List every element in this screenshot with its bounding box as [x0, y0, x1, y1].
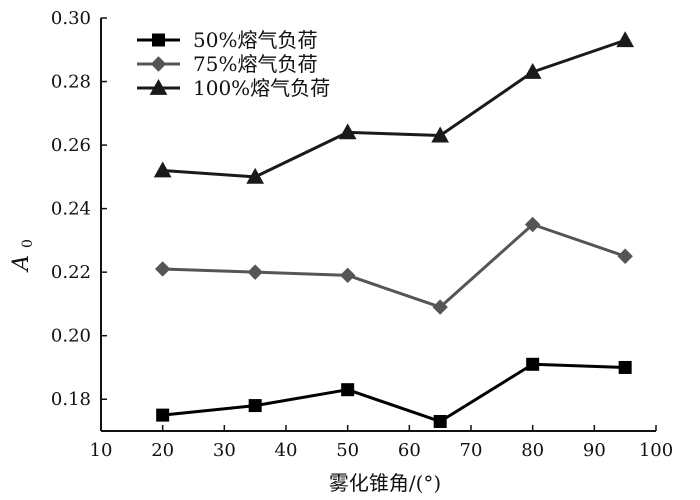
series-1-point: [433, 414, 447, 428]
x-tick-label: 60: [398, 440, 421, 461]
series-1-line: [162, 362, 626, 423]
legend-label: 100%熔气负荷: [193, 76, 330, 100]
y-tick-label: 0.24: [51, 199, 91, 220]
series-3: [153, 31, 635, 184]
x-tick-label: 90: [583, 440, 606, 461]
x-tick-label: 50: [336, 440, 359, 461]
series-3-line: [162, 38, 626, 179]
series-3-point: [523, 62, 542, 79]
legend-marker: [149, 78, 168, 95]
y-axis-ticks: 0.18 0.20 0.22 0.24 0.26 0.28 0.30: [51, 8, 107, 410]
x-axis-ticks: 10 20 30 40 50 60 70 80 90 100: [90, 425, 673, 461]
x-tick-label: 40: [275, 440, 298, 461]
x-tick-label: 80: [521, 440, 544, 461]
x-tick-label: 30: [213, 440, 236, 461]
axes: [100, 18, 656, 432]
series-2-point: [154, 261, 171, 277]
legend-item-3: 100%熔气负荷: [137, 76, 330, 100]
series-2-point: [339, 267, 356, 284]
series-3-point: [246, 167, 265, 184]
series-3-point: [338, 123, 357, 140]
legend-marker: [150, 56, 167, 72]
legend-item-1: 50%熔气负荷: [137, 28, 317, 52]
y-axis-title-subscript: 0: [20, 239, 36, 248]
x-tick-label: 70: [460, 440, 483, 461]
series-2: [154, 216, 633, 315]
series-2-point: [617, 248, 633, 264]
y-tick-label: 0.28: [51, 72, 91, 93]
legend-label: 50%熔气负荷: [193, 28, 317, 52]
series-2-point: [432, 299, 448, 315]
series-layer: [153, 31, 635, 428]
series-1-point: [156, 408, 170, 422]
series-3-point: [153, 161, 172, 178]
y-tick-label: 0.22: [51, 262, 91, 283]
legend-label: 75%熔气负荷: [193, 52, 317, 76]
y-axis-title-main: A: [9, 255, 34, 273]
series-1-point: [618, 360, 632, 374]
series-3-point: [431, 126, 450, 143]
series-1-point: [248, 399, 262, 413]
y-tick-label: 0.18: [51, 389, 91, 410]
x-tick-label: 20: [151, 440, 174, 461]
series-1-point: [526, 357, 540, 371]
series-1-point: [341, 383, 355, 397]
x-axis-title: 雾化锥角/(°): [329, 471, 441, 495]
series-2-point: [524, 216, 541, 233]
series-2-line: [162, 223, 626, 309]
y-tick-label: 0.30: [51, 8, 91, 29]
x-tick-label: 10: [90, 440, 113, 461]
y-tick-label: 0.26: [51, 135, 91, 156]
y-axis-title: A 0: [9, 239, 36, 273]
legend-item-2: 75%熔气负荷: [137, 52, 317, 76]
series-1: [156, 357, 632, 428]
legend-marker: [152, 33, 165, 47]
y-tick-label: 0.20: [51, 326, 91, 347]
series-3-point: [616, 31, 635, 48]
series-2-point: [247, 264, 263, 280]
x-tick-label: 100: [639, 440, 673, 461]
